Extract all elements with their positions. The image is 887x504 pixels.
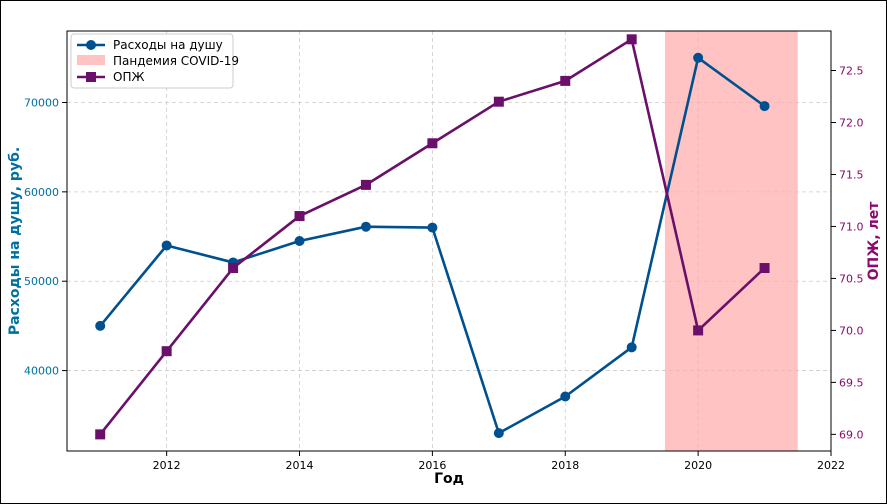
- spending-data-point: [161, 240, 172, 251]
- life-expectancy-data-point: [626, 34, 637, 45]
- spending-data-point: [493, 428, 504, 439]
- plot-frame: [66, 30, 832, 452]
- y-right-axis-ticks: 69.0 69.5 70.0 70.5 71.0 71.5 72.0 72.5: [831, 65, 864, 441]
- covid-shaded-region: [664, 31, 798, 451]
- legend-swatch-life-expectancy-marker: [86, 72, 96, 82]
- y-left-tick-label: 40000: [24, 365, 59, 378]
- legend-swatch-spending-marker: [86, 40, 96, 50]
- life-expectancy-data-point: [759, 263, 770, 274]
- y-right-tick-label: 70.0: [839, 324, 864, 337]
- life-expectancy-data-point: [427, 138, 438, 149]
- spending-data-point: [427, 222, 438, 233]
- x-tick-label: 2018: [551, 459, 579, 472]
- y-right-tick-label: 69.5: [839, 376, 864, 389]
- series-layer: [95, 34, 770, 440]
- spending-data-point: [693, 52, 704, 63]
- y-right-tick-label: 69.0: [839, 428, 864, 441]
- y-right-tick-label: 71.5: [839, 168, 864, 181]
- life-expectancy-data-point: [95, 429, 106, 440]
- x-axis-label: Год: [434, 471, 464, 487]
- y-left-axis-ticks: 40000 50000 60000 70000: [24, 96, 67, 378]
- y-right-tick-label: 72.0: [839, 116, 864, 129]
- x-axis-ticks: 2012 2014 2016 2018 2020 2022: [153, 451, 845, 472]
- y-left-tick-label: 50000: [24, 275, 59, 288]
- legend-label-spending: Расходы на душу: [113, 38, 223, 52]
- life-expectancy-data-point: [493, 96, 504, 107]
- spending-data-point: [294, 236, 305, 246]
- x-tick-label: 2016: [418, 459, 446, 472]
- y-left-tick-label: 70000: [24, 96, 59, 109]
- legend-label-covid: Пандемия COVID-19: [113, 54, 239, 68]
- y-right-tick-label: 70.5: [839, 272, 864, 285]
- y-right-axis-label: ОПЖ, лет: [866, 201, 882, 281]
- spending-data-point: [95, 320, 106, 331]
- legend-label-life-expectancy: ОПЖ: [113, 70, 144, 84]
- y-right-tick-label: 72.5: [839, 65, 864, 78]
- x-tick-label: 2022: [817, 459, 845, 472]
- legend-swatch-covid: [77, 55, 105, 65]
- life-expectancy-data-point: [560, 75, 571, 86]
- spending-data-point: [626, 342, 637, 353]
- life-expectancy-data-point: [228, 263, 239, 274]
- life-expectancy-data-point: [360, 179, 371, 190]
- y-right-tick-label: 71.0: [839, 220, 864, 233]
- spending-data-point: [360, 221, 371, 232]
- spending-data-point: [759, 101, 770, 112]
- x-tick-label: 2020: [684, 459, 712, 472]
- legend-box: [70, 33, 234, 89]
- life-expectancy-data-point: [294, 211, 305, 222]
- life-expectancy-data-point: [693, 325, 704, 336]
- life-expectancy-data-point: [161, 346, 172, 357]
- x-tick-label: 2014: [286, 459, 314, 472]
- y-left-tick-label: 60000: [24, 186, 59, 199]
- x-tick-label: 2012: [153, 459, 181, 472]
- y-left-axis-label: Расходы на душу, руб.: [7, 147, 23, 335]
- legend: Расходы на душу Пандемия COVID-19 ОПЖ: [70, 33, 239, 89]
- spending-data-point: [560, 391, 571, 402]
